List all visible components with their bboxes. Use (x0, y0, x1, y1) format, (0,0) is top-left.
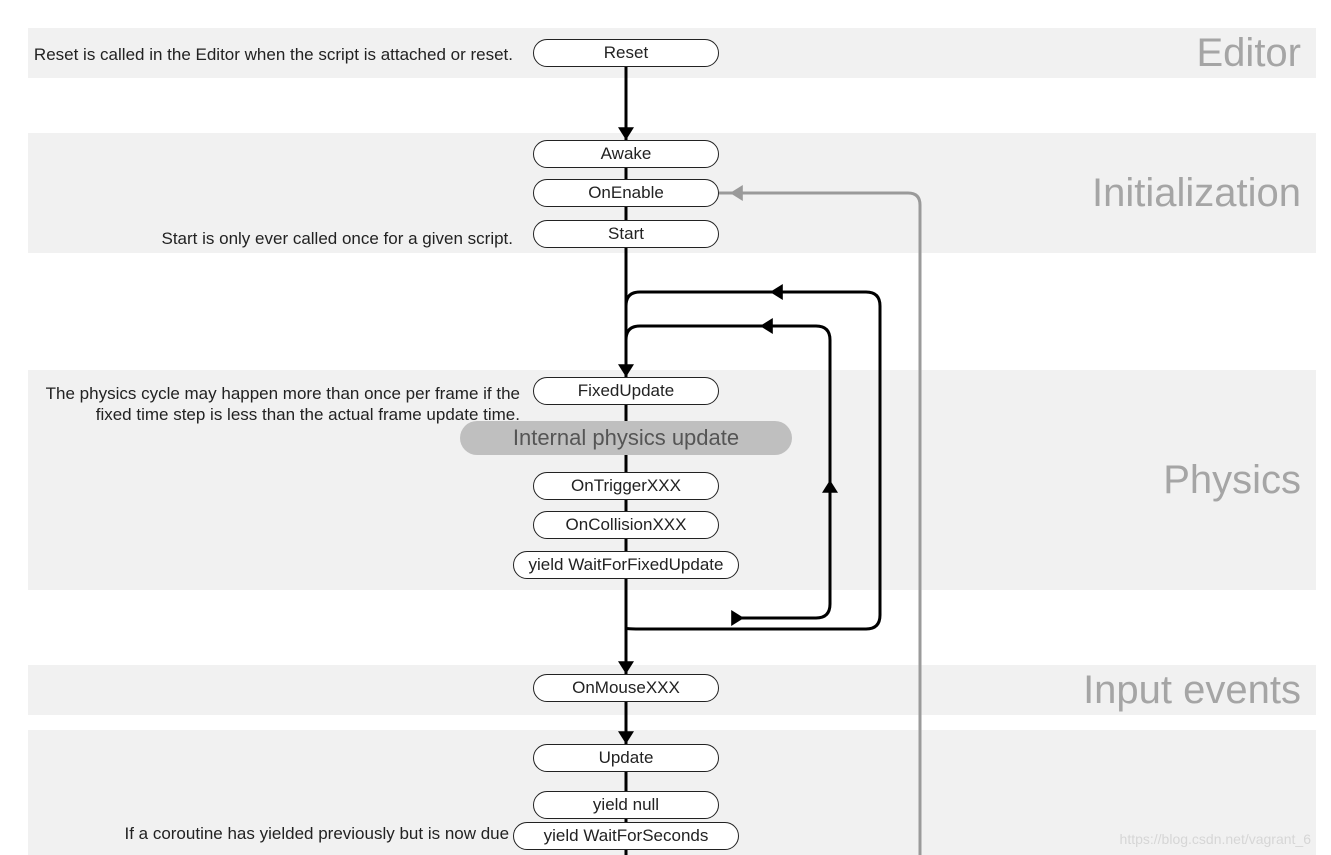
node-reset: Reset (533, 39, 719, 67)
node-oncollision: OnCollisionXXX (533, 511, 719, 539)
node-yieldnull: yield null (533, 791, 719, 819)
node-fixedupdate: FixedUpdate (533, 377, 719, 405)
node-onenable: OnEnable (533, 179, 719, 207)
node-yieldfixed: yield WaitForFixedUpdate (513, 551, 739, 579)
node-onmouse: OnMouseXXX (533, 674, 719, 702)
node-awake: Awake (533, 140, 719, 168)
diagram-canvas: EditorInitializationPhysicsInput events … (0, 0, 1331, 855)
node-start: Start (533, 220, 719, 248)
node-ontrigger: OnTriggerXXX (533, 472, 719, 500)
node-internalphys: Internal physics update (460, 421, 792, 455)
node-update: Update (533, 744, 719, 772)
node-yieldwfs: yield WaitForSeconds (513, 822, 739, 850)
